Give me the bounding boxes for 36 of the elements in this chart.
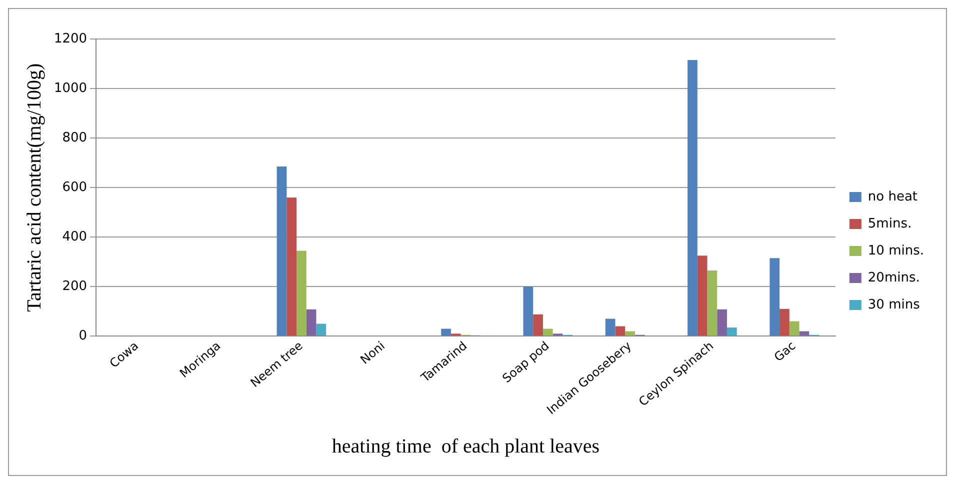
bar — [523, 286, 534, 336]
legend-label: 20mins. — [868, 270, 920, 286]
bar — [688, 60, 698, 336]
y-tick-label: 1200 — [54, 31, 88, 46]
bar — [296, 250, 306, 336]
bar — [276, 166, 287, 336]
y-tick-label: 0 — [78, 328, 88, 344]
bar — [533, 314, 543, 336]
bar — [441, 328, 451, 336]
bar — [726, 327, 737, 336]
bar — [789, 321, 800, 336]
bar — [286, 197, 297, 336]
legend-label: 10 mins. — [868, 243, 924, 258]
bar — [697, 256, 708, 336]
y-tick-label: 1000 — [54, 80, 88, 96]
y-tick-label: 200 — [62, 278, 88, 294]
bar — [717, 309, 727, 336]
bar — [780, 308, 790, 336]
legend-label: 30 mins — [868, 297, 920, 312]
bar — [542, 328, 553, 336]
legend-label: no heat — [868, 189, 918, 204]
bar — [770, 258, 780, 336]
y-tick-label: 400 — [62, 229, 88, 244]
x-tick-label: Gac — [771, 338, 798, 364]
bar — [799, 331, 810, 336]
y-tick-label: 600 — [62, 180, 88, 195]
bar — [605, 318, 616, 336]
bar — [615, 326, 626, 336]
y-tick-label: 800 — [62, 130, 88, 146]
y-axis-title: Tartaric acid content(mg/100g) — [23, 63, 46, 312]
x-axis-title: heating time of each plant leaves — [332, 435, 600, 458]
bar — [306, 309, 316, 336]
legend-label: 5mins. — [868, 216, 912, 232]
bar — [316, 324, 326, 336]
bar — [625, 331, 635, 336]
bar — [707, 270, 718, 336]
